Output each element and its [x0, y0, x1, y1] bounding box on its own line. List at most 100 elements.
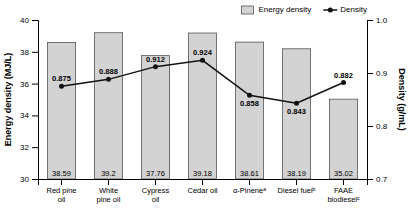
chart: 30 32 34 36 38 40 0.7 0.8 0.9 1.0 Red pineoil White… — [0, 0, 409, 209]
legend-swatch — [241, 6, 253, 14]
tick-label: 34 — [20, 111, 29, 120]
tick: FAAEbiodieselᶜ — [327, 179, 360, 204]
x-axis-line — [39, 180, 368, 186]
data-label: 35.02 — [334, 169, 353, 178]
tick: 38 — [20, 48, 38, 57]
bar — [329, 99, 357, 179]
tick: Cypressoil — [142, 179, 170, 204]
tick-mark — [61, 179, 62, 185]
tick: 32 — [20, 143, 38, 152]
tick: 0.9 — [367, 69, 388, 78]
tick-label: 0.9 — [376, 69, 388, 78]
tick: Diesel fuelᵇ — [278, 179, 316, 195]
tick-label-line: Diesel fuelᵇ — [278, 186, 316, 195]
tick-label: 36 — [20, 80, 29, 89]
tick-mark — [32, 52, 38, 53]
bar — [235, 42, 263, 179]
tick-mark — [296, 179, 297, 185]
legend-label: Energy density — [258, 5, 311, 14]
data-label: 0.888 — [99, 67, 118, 76]
data-label: 0.882 — [334, 71, 353, 80]
tick-label: FAAEbiodieselᶜ — [327, 186, 360, 203]
y-axis-title: Energy density (MJ/L) — [3, 53, 13, 147]
data-label: 39.2 — [101, 169, 116, 178]
tick-mark — [202, 179, 203, 185]
tick-mark — [32, 115, 38, 116]
tick: 36 — [20, 80, 38, 89]
tick: 34 — [20, 111, 38, 120]
tick-mark — [32, 179, 38, 180]
legend-item: Energy density — [241, 5, 311, 14]
legend-marker — [328, 8, 333, 13]
x-axis: Red pineoil Whitepine oil Cypressoil Cedar … — [39, 179, 368, 204]
tick-label: α-Pineneᵃ — [233, 186, 266, 195]
legend: Energy density Density — [241, 5, 367, 14]
tick-mark — [343, 179, 344, 185]
data-label: 38.61 — [240, 169, 259, 178]
tick-mark — [249, 179, 250, 185]
point — [153, 64, 158, 69]
tick-label: 0.7 — [376, 175, 388, 184]
tick-label-line: Cedar oil — [187, 186, 217, 195]
data-label: 38.59 — [52, 169, 71, 178]
point — [341, 80, 346, 85]
tick-mark — [32, 20, 38, 21]
tick: 40 — [20, 16, 38, 25]
tick-mark — [367, 20, 373, 21]
tick-label: 0.8 — [376, 122, 388, 131]
tick-label-line: biodieselᶜ — [327, 195, 360, 204]
legend-label: Density — [340, 5, 367, 14]
tick-label: Cypressoil — [142, 186, 170, 203]
tick-label: Red pineoil — [46, 186, 76, 203]
y-axis: 30 32 34 36 38 40 — [20, 16, 38, 184]
tick-mark — [32, 84, 38, 85]
point — [106, 77, 111, 82]
tick-mark — [367, 126, 373, 127]
tick-label: 30 — [20, 175, 29, 184]
tick-label: Whitepine oil — [97, 186, 121, 203]
point — [247, 93, 252, 98]
tick-mark — [155, 179, 156, 185]
tick-label: 32 — [20, 143, 29, 152]
data-labels: 38.5939.237.7639.1838.6138.1935.020.8750… — [52, 48, 353, 178]
tick-label: 40 — [20, 16, 29, 25]
tick-mark — [108, 179, 109, 185]
tick-mark — [367, 73, 373, 74]
bar — [282, 49, 310, 179]
tick: 0.7 — [367, 175, 388, 184]
point — [294, 101, 299, 106]
data-label: 0.843 — [287, 107, 306, 116]
y2-axis-line — [368, 21, 374, 180]
tick: 0.8 — [367, 122, 388, 131]
legend-item: Density — [323, 5, 367, 14]
bar — [188, 33, 216, 179]
data-label: 37.76 — [146, 169, 165, 178]
tick-label-line: α-Pineneᵃ — [233, 186, 266, 195]
y-axis-line — [32, 21, 39, 180]
tick: 1.0 — [367, 16, 388, 25]
bar — [94, 33, 122, 179]
tick-label-line: pine oil — [97, 195, 121, 204]
tick-label: Cedar oil — [187, 186, 217, 195]
tick: 30 — [20, 175, 38, 184]
data-label: 0.875 — [52, 74, 71, 83]
tick: α-Pineneᵃ — [233, 179, 266, 195]
tick-label: 38 — [20, 48, 29, 57]
tick-mark — [32, 147, 38, 148]
tick-label: 1.0 — [376, 16, 388, 25]
point — [200, 58, 205, 63]
bar — [47, 42, 75, 179]
tick: Cedar oil — [187, 179, 217, 195]
y2-axis-title: Density (g/mL) — [397, 68, 407, 131]
line — [62, 60, 344, 103]
tick-label-line: oil — [58, 195, 66, 204]
y2-axis: 0.7 0.8 0.9 1.0 — [367, 16, 388, 184]
tick: Red pineoil — [46, 179, 76, 204]
data-label: 0.924 — [193, 48, 213, 57]
bar — [141, 56, 169, 179]
data-label: 0.912 — [146, 55, 165, 64]
point — [59, 84, 64, 89]
tick: Whitepine oil — [97, 179, 121, 204]
data-label: 38.19 — [287, 169, 306, 178]
tick-label-line: oil — [152, 195, 160, 204]
